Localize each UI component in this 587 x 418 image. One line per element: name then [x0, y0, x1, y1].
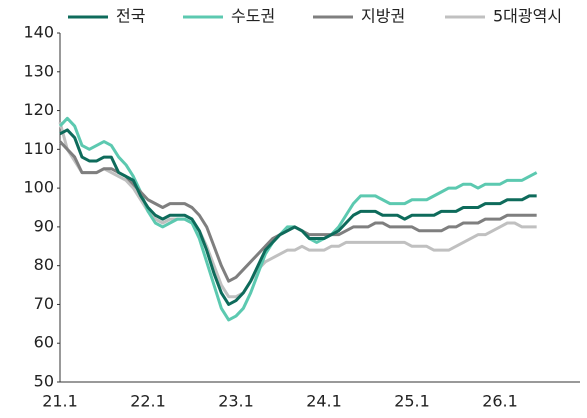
y-tick-label: 140	[23, 23, 54, 42]
y-tick-label: 110	[23, 139, 54, 158]
x-tick-label: 21.1	[42, 392, 78, 411]
legend-label: 수도권	[231, 7, 275, 26]
y-tick-label: 90	[34, 216, 54, 235]
y-tick-label: 100	[23, 178, 54, 197]
series-line	[58, 121, 537, 299]
y-tick-label: 70	[34, 294, 54, 313]
series-line	[58, 140, 537, 283]
x-tick-label: 23.1	[218, 392, 254, 411]
series-line	[59, 128, 537, 306]
y-tick-label: 130	[23, 61, 54, 80]
legend-label: 5대광역시	[493, 7, 562, 26]
x-tick-label: 25.1	[394, 392, 430, 411]
y-tick-label: 120	[23, 100, 54, 119]
legend-label: 전국	[116, 7, 145, 26]
legend-label: 지방권	[361, 7, 405, 26]
y-tick-label: 50	[34, 372, 54, 391]
x-tick-label: 24.1	[306, 392, 342, 411]
x-tick-label: 22.1	[130, 392, 166, 411]
series-line	[58, 116, 538, 322]
y-tick-label: 80	[34, 255, 54, 274]
x-tick-label: 26.1	[482, 392, 518, 411]
y-tick-label: 60	[34, 333, 54, 352]
